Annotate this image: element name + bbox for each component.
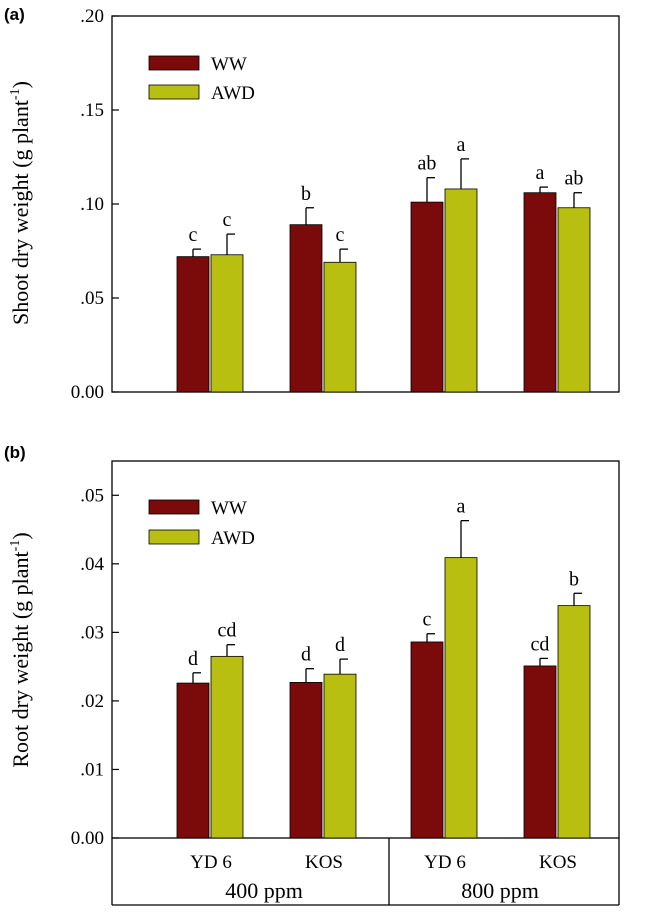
legend-swatch-awd [148,529,200,545]
legend-label-ww: WW [211,54,247,75]
category-label: YD 6 [190,852,232,873]
significance-label: c [336,224,345,246]
significance-label: d [301,644,311,666]
bar-awd [557,605,591,839]
significance-label: c [423,609,432,631]
y-tick-label: .03 [80,622,104,643]
significance-label: b [301,183,311,205]
category-label: KOS [305,852,343,873]
y-tick-label: 0.00 [71,828,104,849]
y-tick-label: .01 [80,759,104,780]
panel-b: (b) 0.00 .01 .02 .03 .04 .05 Root dry weight (g… [4,443,620,906]
legend-label-ww: WW [211,498,247,519]
significance-label: b [569,568,579,590]
y-tick-label: .04 [80,554,104,575]
legend-swatch-ww [148,499,200,515]
legend-label-awd: AWD [211,83,255,104]
significance-label: ab [418,153,437,175]
significance-label: c [189,224,198,246]
y-axis-title: Root dry weight (g plant-1) [8,532,33,767]
bar-ww [523,665,557,839]
legend-swatch-awd [148,84,200,100]
bar-awd [323,673,357,839]
y-tick-label: .20 [80,6,104,27]
bar-ww [176,682,210,839]
y-tick-label: .15 [80,100,104,121]
bar-awd [444,557,478,839]
y-tick-label: 0.00 [71,382,104,403]
y-axis-title: Shoot dry weight (g plant-1) [8,81,33,325]
significance-label: ab [565,168,584,190]
panel-label: (b) [4,443,26,462]
significance-label: a [536,162,545,184]
bar-ww [289,224,323,393]
bar-awd [557,207,591,393]
bar-ww [289,682,323,839]
significance-label: cd [531,633,550,655]
legend: WW AWD [148,498,255,549]
legend-swatch-ww [148,55,200,71]
y-tick-label: .02 [80,691,104,712]
bar-ww [523,192,557,393]
group-label-800: 800 ppm [461,878,539,903]
legend-label-awd: AWD [211,528,255,549]
y-tick-label: .10 [80,194,104,215]
category-label: YD 6 [424,852,466,873]
category-label: KOS [539,852,577,873]
legend: WW AWD [148,54,255,104]
group-label-400: 400 ppm [225,878,303,903]
plot-frame [111,460,620,839]
significance-label: a [457,496,466,518]
bar-awd [323,261,357,393]
y-tick-label: .05 [80,288,104,309]
significance-label: d [335,634,345,656]
significance-label: d [188,648,198,670]
panel-label: (a) [4,5,25,24]
bar-awd [444,188,478,393]
bar-awd [210,655,244,839]
significance-label: a [457,134,466,156]
bar-ww [176,256,210,393]
significance-label: c [223,209,232,231]
bar-awd [210,254,244,393]
significance-label: cd [218,620,237,642]
panel-a: (a) 0.00 .05 .10 .15 .20 Shoot dry weight (g p… [4,5,620,403]
y-tick-label: .05 [80,485,104,506]
bar-ww [410,641,444,839]
bar-ww [410,201,444,393]
